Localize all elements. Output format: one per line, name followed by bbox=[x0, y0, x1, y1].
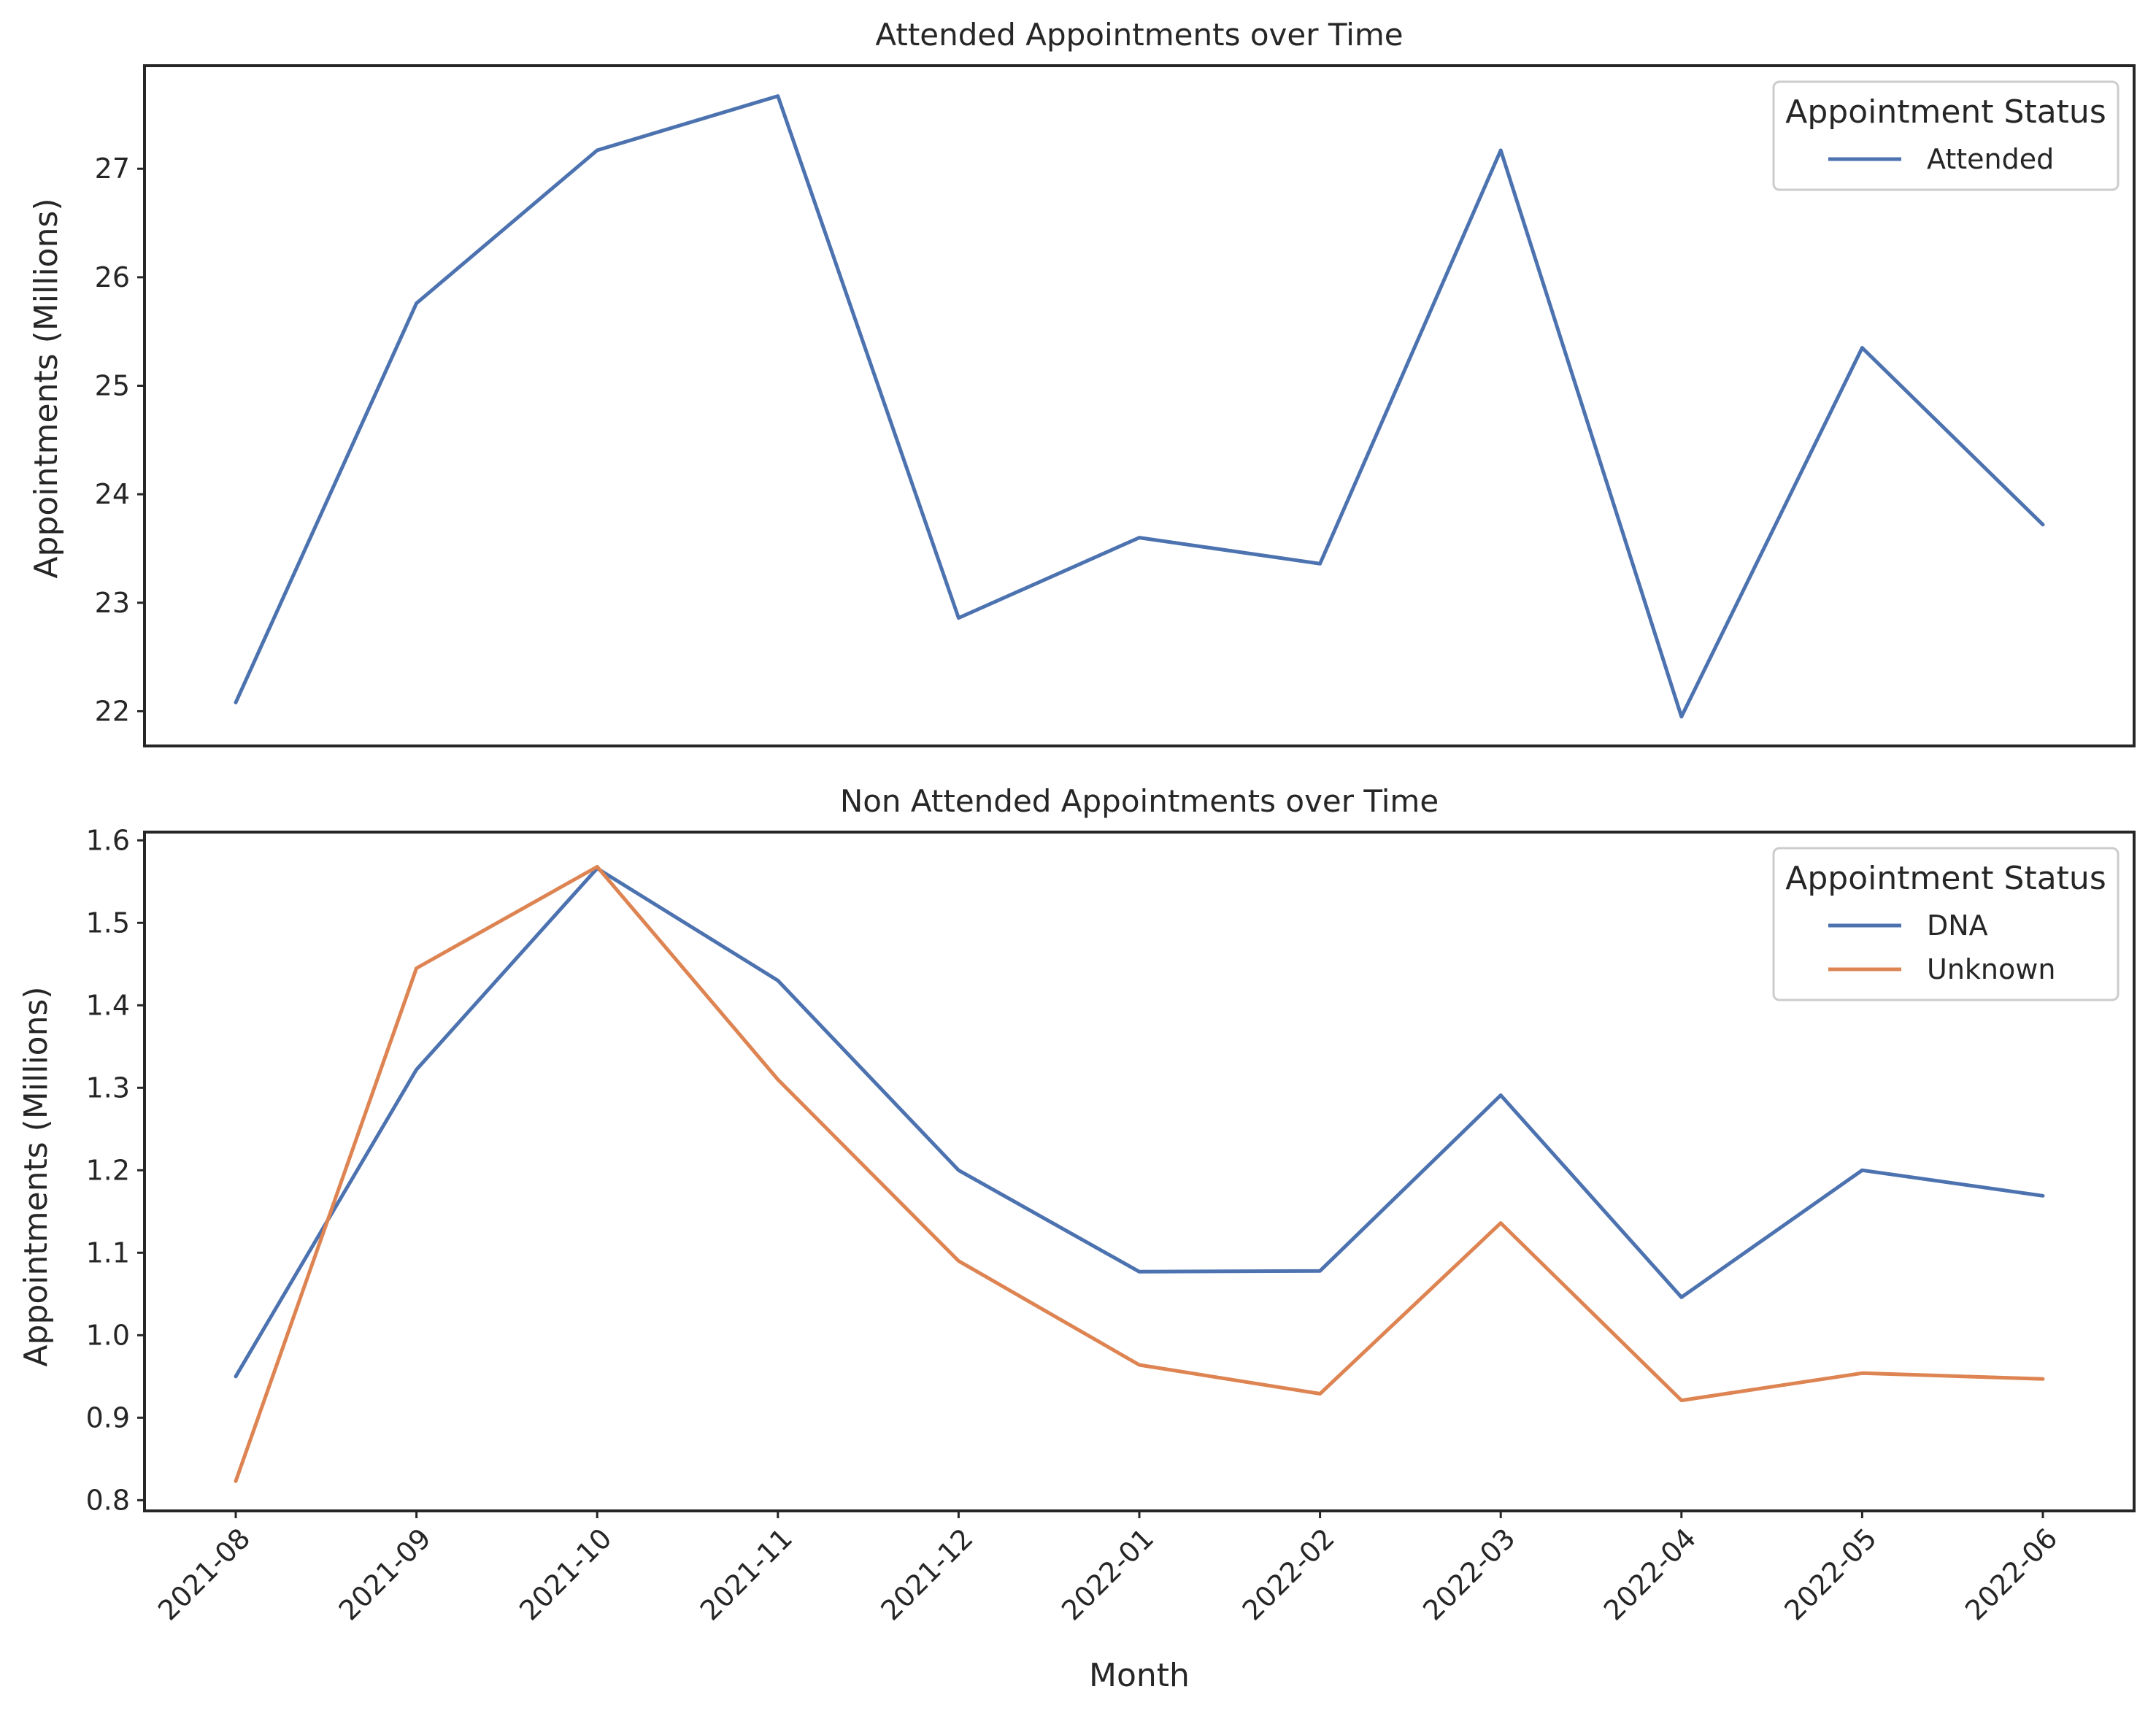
series-lines bbox=[234, 94, 2045, 719]
y-tick-label: 1.0 bbox=[86, 1319, 130, 1351]
legend-title: Appointment Status bbox=[1785, 93, 2106, 131]
legend-box bbox=[1772, 80, 2120, 191]
y-tick-label: 25 bbox=[95, 370, 130, 402]
legend: Appointment Status Attended bbox=[1772, 80, 2120, 191]
y-tick-label: 1.4 bbox=[86, 989, 130, 1021]
x-tick-label: 2022-05 bbox=[1778, 1522, 1882, 1626]
series-line-dna bbox=[234, 866, 2045, 1379]
series-lines bbox=[234, 865, 2045, 1483]
y-tick-label: 27 bbox=[95, 153, 130, 185]
x-tick-label: 2022-01 bbox=[1055, 1522, 1160, 1626]
legend-items: DNA Unknown bbox=[1828, 909, 2055, 985]
series-line-unknown bbox=[234, 865, 2045, 1483]
legend-box bbox=[1772, 847, 2120, 1001]
non-attended-chart-panel: Non Attended Appointments over Time Appo… bbox=[18, 783, 2136, 1694]
y-tick-label: 1.5 bbox=[86, 907, 130, 939]
y-tick-label: 23 bbox=[95, 587, 130, 619]
legend-title: Appointment Status bbox=[1785, 860, 2106, 897]
y-axis-label: Appointments (Millions) bbox=[18, 986, 55, 1366]
attended-chart-panel: Attended Appointments over Time Appointm… bbox=[28, 17, 2136, 747]
x-tick-label: 2022-04 bbox=[1598, 1522, 1702, 1626]
y-tick-label: 1.2 bbox=[86, 1154, 130, 1186]
legend-label: Attended bbox=[1927, 143, 2054, 175]
y-tick-label: 24 bbox=[95, 478, 130, 510]
x-tick-label: 2022-02 bbox=[1236, 1522, 1341, 1626]
y-axis-ticks: 22 23 24 25 26 27 bbox=[95, 153, 145, 727]
legend-label: Unknown bbox=[1927, 953, 2055, 985]
chart-title: Non Attended Appointments over Time bbox=[840, 783, 1439, 819]
x-tick-label: 2022-03 bbox=[1417, 1522, 1521, 1626]
x-tick-label: 2021-10 bbox=[513, 1522, 617, 1626]
x-axis-ticks: 2021-08 2021-09 2021-10 2021-11 2021-12 2022-… bbox=[152, 1511, 2063, 1627]
y-tick-label: 26 bbox=[95, 261, 130, 293]
y-tick-label: 1.6 bbox=[86, 824, 130, 856]
x-tick-label: 2021-12 bbox=[874, 1522, 979, 1626]
chart-title: Attended Appointments over Time bbox=[875, 17, 1403, 53]
plot-frame bbox=[143, 64, 2136, 747]
legend: Appointment Status DNA Unknown bbox=[1772, 847, 2120, 1001]
series-line-attended bbox=[234, 94, 2045, 719]
y-axis-ticks: 0.8 0.9 1.0 1.1 1.2 1.3 1.4 1.5 1.6 bbox=[86, 824, 145, 1516]
x-tick-label: 2022-06 bbox=[1959, 1522, 2063, 1626]
x-axis-label: Month bbox=[1089, 1657, 1190, 1694]
x-tick-label: 2021-11 bbox=[694, 1522, 798, 1626]
y-tick-label: 1.1 bbox=[86, 1236, 130, 1269]
legend-items: Attended bbox=[1828, 143, 2054, 175]
y-tick-label: 22 bbox=[95, 695, 130, 727]
x-tick-label: 2021-08 bbox=[152, 1522, 256, 1626]
y-axis-label: Appointments (Millions) bbox=[28, 198, 65, 578]
y-tick-label: 1.3 bbox=[86, 1071, 130, 1104]
x-tick-label: 2021-09 bbox=[333, 1522, 437, 1626]
y-tick-label: 0.9 bbox=[86, 1401, 130, 1434]
legend-label: DNA bbox=[1927, 909, 1988, 942]
y-tick-label: 0.8 bbox=[86, 1484, 130, 1516]
